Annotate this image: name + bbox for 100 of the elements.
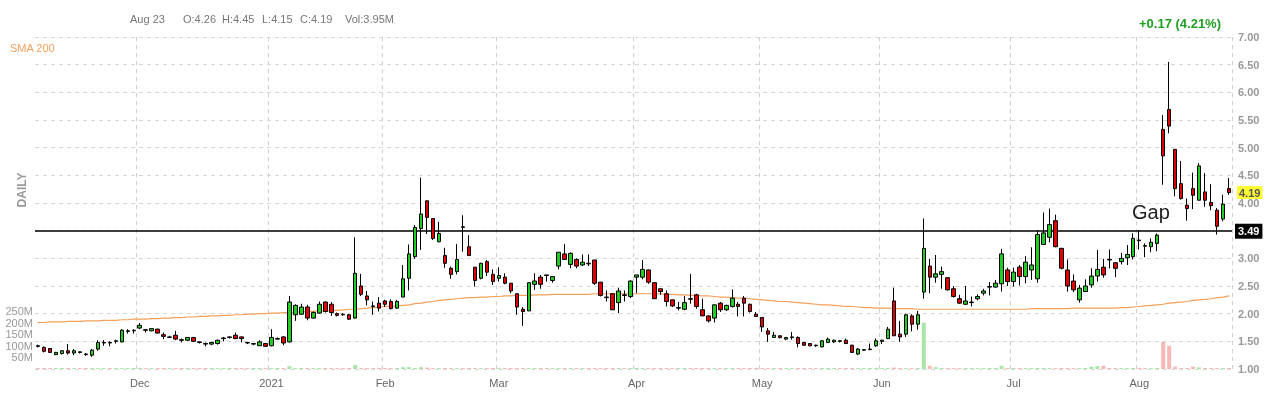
- candlestick: [365, 290, 369, 306]
- y-tick-label: 5.50: [1238, 114, 1260, 126]
- candlestick: [802, 341, 806, 347]
- y-tick-label: 3.00: [1238, 252, 1260, 265]
- candlestick: [42, 345, 46, 353]
- y-tick-label: 6.00: [1238, 86, 1260, 99]
- bar: [287, 366, 292, 369]
- candlestick: [60, 349, 64, 356]
- y-tick-label: 1.00: [1238, 363, 1260, 375]
- candlestick: [383, 299, 387, 308]
- candlestick: [892, 287, 896, 337]
- candlestick: [754, 311, 758, 317]
- candlestick: [96, 339, 100, 352]
- text: 4.19: [1239, 186, 1261, 199]
- candlestick: [114, 339, 118, 345]
- candlestick: [778, 334, 782, 340]
- annotation: Gap: [1132, 201, 1170, 223]
- x-tick-label: Jul: [1006, 376, 1021, 389]
- candlestick: [353, 236, 357, 320]
- y2-tick-label: 250M: [5, 304, 33, 317]
- candlestick: [550, 275, 555, 284]
- bar: [1161, 341, 1166, 369]
- x-tick-label: 2021: [259, 376, 284, 389]
- candlestick: [868, 343, 872, 351]
- candlestick: [521, 306, 525, 327]
- candlestick: [1227, 177, 1231, 196]
- candlestick: [126, 328, 130, 335]
- text: +0.17 (4.21%): [1138, 16, 1222, 31]
- candlestick: [975, 293, 980, 301]
- candlestick: [981, 288, 986, 296]
- candlestick: [1107, 248, 1112, 269]
- candlestick: [1113, 261, 1118, 278]
- candlestick: [844, 338, 848, 345]
- candlestick: [880, 339, 884, 345]
- y-tick-label: 2.50: [1238, 280, 1260, 292]
- candlestick: [509, 282, 513, 294]
- text: Vol:3.95M: [345, 12, 394, 25]
- line-series: [37, 293, 1230, 324]
- x-tick-label: Mar: [489, 376, 509, 389]
- candlestick: [1185, 198, 1189, 222]
- ref-line-label: 3.49: [1238, 225, 1260, 238]
- x-tick-label: May: [751, 376, 774, 389]
- y-tick-label: 1.50: [1238, 335, 1260, 348]
- candlestick: [1119, 252, 1124, 265]
- candlestick: [1173, 148, 1177, 197]
- y2-tick-label: 100M: [5, 339, 33, 352]
- candlestick: [407, 244, 411, 291]
- candlestick: [898, 320, 902, 343]
- candlestick: [72, 348, 76, 356]
- candlestick: [491, 268, 495, 286]
- candlestick: [916, 310, 920, 331]
- y-tick-label: 2.00: [1238, 307, 1260, 320]
- candlestick: [1197, 162, 1201, 201]
- candlestick: [766, 327, 770, 343]
- y-tick-label: 7.00: [1238, 31, 1260, 43]
- candlestick: [108, 340, 112, 347]
- candlestick: [473, 266, 477, 288]
- candlestick: [389, 298, 393, 310]
- text: SMA 200: [10, 42, 55, 54]
- candlestick: [1059, 247, 1064, 270]
- x-tick-label: Dec: [129, 376, 151, 389]
- x-tick-label: Jun: [873, 376, 891, 389]
- candlestick: [371, 300, 375, 316]
- candlestick: [137, 322, 142, 330]
- candlestick: [1167, 61, 1171, 134]
- candlestick: [48, 347, 52, 354]
- bar: [1101, 365, 1106, 369]
- bar: [1167, 345, 1172, 369]
- candlestick: [479, 262, 483, 280]
- text: C:4.19: [300, 12, 333, 25]
- candlestick: [790, 331, 794, 341]
- bar: [999, 365, 1004, 369]
- candlestick: [401, 264, 405, 298]
- text: H:4.45: [222, 12, 255, 25]
- y-tick-label: 5.00: [1238, 141, 1260, 154]
- candlestick: [377, 296, 381, 312]
- candlestick: [449, 266, 453, 280]
- candlestick: [1203, 172, 1207, 208]
- candlestick: [748, 303, 752, 314]
- candlestick: [904, 313, 908, 338]
- y2-tick-label: 150M: [5, 328, 33, 341]
- candlestick: [886, 326, 890, 340]
- candlestick: [90, 348, 94, 358]
- candlestick: [102, 339, 106, 347]
- candlestick: [359, 273, 363, 297]
- text: Aug 23: [130, 12, 165, 25]
- candlestick: [1209, 183, 1213, 211]
- text: O:4.26: [183, 12, 217, 25]
- candlestick: [856, 347, 860, 356]
- text: DAILY: [15, 172, 29, 208]
- y2-tick-label: 200M: [5, 316, 33, 329]
- candlestick: [1143, 242, 1147, 258]
- candlestick: [742, 295, 746, 317]
- candlestick: [820, 339, 824, 348]
- y-tick-label: 4.50: [1238, 169, 1260, 182]
- candlestick: [497, 266, 501, 283]
- text: L:4.15: [262, 12, 293, 25]
- candlestick: [850, 344, 854, 354]
- bar: [921, 322, 926, 369]
- x-tick-label: Feb: [375, 376, 395, 389]
